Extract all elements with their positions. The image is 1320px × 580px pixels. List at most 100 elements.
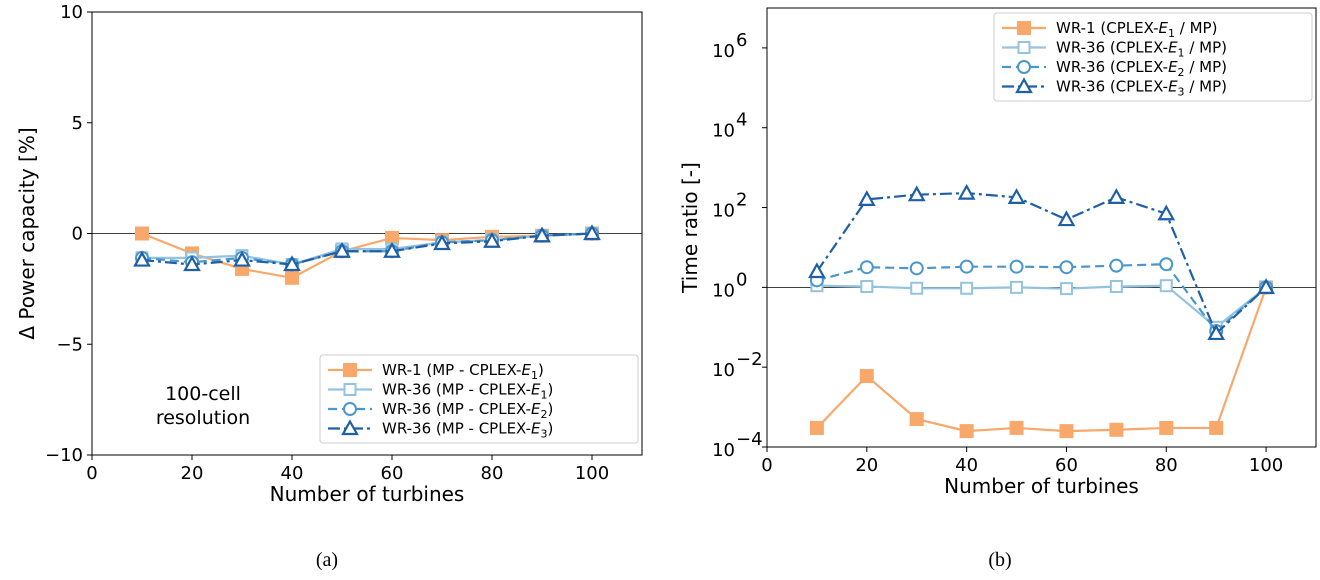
data-point-series-4: [1257, 278, 1275, 294]
data-point-series-4: [857, 190, 876, 206]
data-point-series-1: [1059, 424, 1074, 439]
legend-marker: [343, 402, 357, 416]
data-point-series-2: [1159, 279, 1173, 293]
legend-entry-E: E: [1168, 78, 1178, 96]
y-tick-exponent: 6: [736, 30, 747, 51]
data-point-series-1: [135, 226, 149, 241]
data-point-series-4: [1007, 188, 1026, 204]
data-point-series-2: [1010, 280, 1024, 294]
data-point-series-3: [1059, 260, 1074, 275]
y-tick-exponent: 4: [736, 110, 747, 131]
x-tick-label: 60: [1055, 455, 1078, 476]
legend-marker: [343, 383, 357, 396]
legend-entry-suffix: / MP): [1175, 19, 1217, 37]
data-point-series-1: [909, 412, 924, 427]
data-point-series-3: [1009, 259, 1024, 274]
data-point-series-4: [133, 250, 151, 267]
y-tick-base: 10: [712, 440, 735, 461]
y-tick-label: 5: [72, 113, 83, 134]
y-tick-exponent: 2: [736, 190, 747, 211]
x-tick-label: 60: [381, 463, 404, 484]
x-tick-label: 80: [481, 463, 504, 484]
data-point-series-4: [433, 234, 451, 251]
y-tick-exponent: −4: [736, 429, 763, 450]
x-axis-label: Number of turbines: [270, 482, 465, 506]
data-point-series-1: [285, 270, 299, 285]
legend-entry-1: WR-1 (MP - CPLEX-E1): [382, 361, 544, 382]
data-point-series-4: [583, 224, 601, 241]
y-tick-label: −10: [45, 445, 83, 466]
x-tick-label: 0: [761, 455, 772, 476]
legend-entry-name: WR-1 (CPLEX-: [1056, 19, 1159, 37]
y-tick-base: 10: [712, 41, 735, 62]
data-point-series-2: [1059, 282, 1073, 296]
y-tick-label: 0: [72, 224, 83, 245]
x-tick-label: 100: [575, 463, 609, 484]
legend-entry-name: WR-36 (CPLEX-: [1056, 39, 1168, 57]
y-axis-label: Time ratio [-]: [678, 162, 702, 294]
data-point-series-3: [859, 260, 874, 275]
legend-entry-subscript: 3: [1178, 86, 1185, 99]
y-tick-exponent: 0: [736, 269, 747, 290]
legend-marker: [341, 419, 359, 436]
legend-entry-subscript: 1: [540, 389, 547, 402]
legend-entry-2: WR-36 (CPLEX-E1 / MP): [1056, 39, 1227, 60]
legend-marker: [1017, 21, 1031, 35]
data-point-series-1: [1209, 420, 1224, 435]
legend-entry-3: WR-36 (MP - CPLEX-E2): [382, 400, 553, 421]
y-tick-exponent: −2: [736, 349, 763, 370]
y-tick-label: −5: [56, 334, 83, 355]
annotation-text: 100-cell: [165, 383, 241, 405]
data-point-series-4: [1057, 210, 1076, 227]
x-tick-label: 40: [281, 463, 304, 484]
legend-entry-suffix: / MP): [1185, 58, 1227, 76]
data-point-series-2: [960, 281, 974, 295]
data-point-series-2: [1109, 280, 1123, 294]
data-point-series-4: [183, 255, 201, 272]
legend-entry-subscript: 2: [540, 408, 547, 421]
legend-entry-name: WR-36 (CPLEX-: [1056, 78, 1168, 96]
data-point-series-4: [483, 232, 501, 248]
data-point-series-3: [959, 259, 974, 274]
plot-frame: [766, 7, 1317, 448]
x-tick-label: 20: [181, 463, 204, 484]
panel-a-chart: 0 20 40 60 80 100 −10 −5 0 5 10 Number of turbines Δ…: [15, 2, 643, 506]
y-axis-label: Δ Power capacity [%]: [15, 127, 39, 339]
data-point-series-4: [533, 226, 551, 243]
data-point-series-4: [333, 241, 351, 258]
legend-entry-E: E: [1168, 58, 1178, 76]
legend-box: [993, 12, 1313, 102]
series-line-3: [816, 263, 1267, 333]
data-point-series-1: [959, 424, 974, 439]
y-tick-base: 10: [712, 280, 735, 301]
legend-entry-name: WR-36 (MP - CPLEX-: [382, 420, 531, 438]
data-point-series-3: [909, 261, 924, 276]
x-tick-label: 80: [1155, 455, 1178, 476]
legend-entry-suffix: ): [547, 400, 553, 418]
legend-entry-4: WR-36 (MP - CPLEX-E3): [382, 420, 553, 441]
legend-entry-suffix: ): [547, 381, 553, 399]
data-point-series-3: [1159, 257, 1174, 272]
data-point-series-4: [233, 250, 251, 267]
legend-entry-subscript: 2: [1178, 66, 1185, 79]
caption-b: (b): [988, 549, 1011, 571]
y-tick-label: 10: [60, 2, 83, 23]
data-point-series-1: [809, 420, 824, 435]
legend-entry-subscript: 1: [1178, 47, 1185, 60]
legend-entry-E: E: [521, 361, 531, 379]
legend-entry-suffix: / MP): [1185, 78, 1227, 96]
data-point-series-4: [957, 183, 976, 200]
y-tick-base: 10: [712, 360, 735, 381]
data-point-series-4: [383, 241, 401, 258]
legend-entry-subscript: 1: [531, 369, 538, 382]
legend-entry-E: E: [1168, 39, 1178, 57]
legend-entry-name: WR-1 (MP - CPLEX-: [382, 361, 521, 379]
legend-entry-suffix: / MP): [1185, 39, 1227, 57]
data-point-series-1: [1159, 420, 1174, 435]
legend-box: [319, 354, 639, 444]
legend-entry-E: E: [531, 400, 541, 418]
series-line-4: [816, 192, 1267, 336]
series-line-2: [816, 284, 1267, 329]
